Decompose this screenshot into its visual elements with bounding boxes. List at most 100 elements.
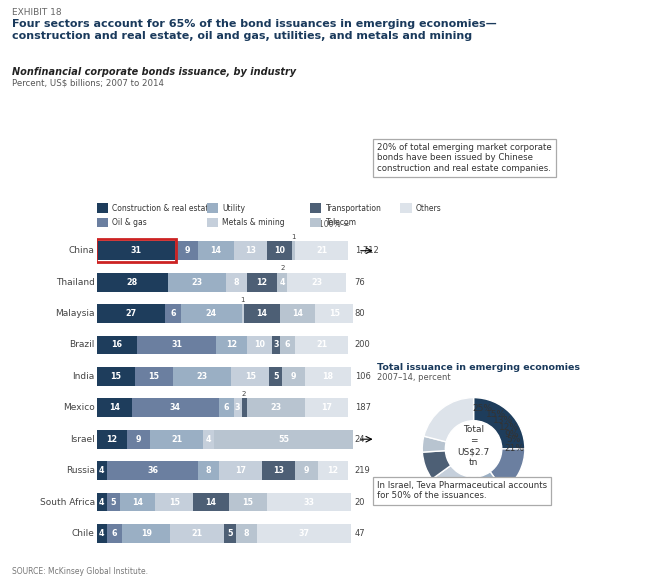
Bar: [267, 493, 351, 511]
Text: 31: 31: [171, 340, 182, 349]
Text: 1: 1: [241, 297, 245, 303]
Text: 8: 8: [244, 529, 249, 538]
Text: 17: 17: [235, 466, 245, 475]
Bar: [181, 304, 241, 323]
Text: 24: 24: [205, 309, 217, 318]
Text: 12%: 12%: [499, 423, 519, 432]
Text: India: India: [73, 372, 95, 381]
Text: 2007–14, percent: 2007–14, percent: [377, 373, 450, 382]
Bar: [165, 304, 181, 323]
Text: 4: 4: [99, 497, 105, 507]
Bar: [107, 493, 119, 511]
Bar: [193, 493, 229, 511]
Bar: [231, 367, 269, 386]
Text: Utility: Utility: [222, 203, 245, 213]
Text: 33: 33: [303, 497, 314, 507]
Bar: [107, 461, 198, 480]
Text: 13%: 13%: [494, 416, 514, 425]
Text: 5: 5: [111, 497, 116, 507]
Wedge shape: [432, 465, 468, 499]
Text: 31: 31: [131, 246, 141, 255]
Text: South Africa: South Africa: [39, 497, 95, 507]
Text: 6: 6: [170, 309, 175, 318]
Bar: [241, 398, 247, 417]
Bar: [295, 461, 317, 480]
Text: 2: 2: [242, 391, 246, 397]
Bar: [170, 524, 223, 543]
Bar: [272, 336, 279, 354]
Text: 9: 9: [303, 466, 309, 475]
Bar: [247, 398, 305, 417]
Bar: [277, 273, 287, 292]
Text: Malaysia: Malaysia: [55, 309, 95, 318]
Text: Mexico: Mexico: [63, 403, 95, 412]
Text: Four sectors account for 65% of the bond issuances in emerging economies—
constr: Four sectors account for 65% of the bond…: [12, 19, 497, 41]
Bar: [97, 273, 168, 292]
Text: 100% =: 100% =: [319, 220, 350, 229]
Text: 14: 14: [132, 497, 143, 507]
Text: 14: 14: [256, 309, 267, 318]
Bar: [137, 336, 216, 354]
Text: Thailand: Thailand: [56, 278, 95, 287]
Text: Percent, US$ billions; 2007 to 2014: Percent, US$ billions; 2007 to 2014: [12, 78, 164, 87]
Text: 15: 15: [245, 372, 256, 381]
Text: 23: 23: [191, 278, 203, 287]
Bar: [97, 241, 175, 260]
Text: 17: 17: [321, 403, 332, 412]
Text: 13: 13: [273, 466, 284, 475]
Text: 187: 187: [355, 403, 371, 412]
Text: 14: 14: [205, 497, 217, 507]
Text: 76: 76: [355, 278, 366, 287]
Text: 2: 2: [280, 265, 284, 271]
Bar: [198, 241, 234, 260]
Text: Telecom: Telecom: [325, 218, 356, 227]
Bar: [247, 336, 272, 354]
Bar: [267, 241, 292, 260]
Text: 37: 37: [298, 529, 309, 538]
Text: 14: 14: [109, 403, 120, 412]
Bar: [287, 273, 346, 292]
Text: 12: 12: [226, 340, 237, 349]
Text: Oil & gas: Oil & gas: [112, 218, 147, 227]
Bar: [97, 524, 107, 543]
Text: 9%: 9%: [505, 430, 519, 439]
Text: 4: 4: [205, 435, 211, 444]
Bar: [219, 398, 234, 417]
Text: Brazil: Brazil: [69, 340, 95, 349]
Text: 12: 12: [107, 435, 117, 444]
Text: 8: 8: [233, 278, 239, 287]
Bar: [295, 336, 348, 354]
Text: Total
=
US$2.7
tn: Total = US$2.7 tn: [458, 425, 490, 468]
Text: 9: 9: [136, 435, 141, 444]
Text: 16: 16: [111, 340, 123, 349]
Text: 219: 219: [355, 466, 370, 475]
Text: 15: 15: [148, 372, 159, 381]
Text: 1,712: 1,712: [355, 246, 378, 255]
Bar: [229, 493, 267, 511]
Text: 23: 23: [270, 403, 281, 412]
Bar: [97, 461, 107, 480]
Bar: [132, 398, 219, 417]
Bar: [279, 336, 295, 354]
Text: 21: 21: [316, 340, 327, 349]
Text: In Israel, Teva Pharmaceutical accounts
for 50% of the issuances.: In Israel, Teva Pharmaceutical accounts …: [377, 481, 547, 500]
Bar: [97, 430, 127, 448]
Text: 24: 24: [355, 435, 365, 444]
Text: 9: 9: [184, 246, 189, 255]
Bar: [213, 430, 354, 448]
Bar: [168, 273, 226, 292]
Text: 15: 15: [242, 497, 253, 507]
Bar: [262, 461, 295, 480]
Text: 20% of total emerging market corporate
bonds have been issued by Chinese
constru: 20% of total emerging market corporate b…: [377, 143, 552, 173]
Wedge shape: [464, 472, 504, 500]
Text: 25%: 25%: [472, 405, 492, 413]
Bar: [279, 304, 315, 323]
Text: 20: 20: [355, 497, 365, 507]
Bar: [269, 367, 282, 386]
Text: 34: 34: [170, 403, 181, 412]
Text: 3: 3: [273, 340, 279, 349]
Text: EXHIBIT 18: EXHIBIT 18: [12, 8, 61, 17]
Bar: [234, 241, 267, 260]
Text: 15: 15: [169, 497, 179, 507]
Bar: [173, 367, 231, 386]
